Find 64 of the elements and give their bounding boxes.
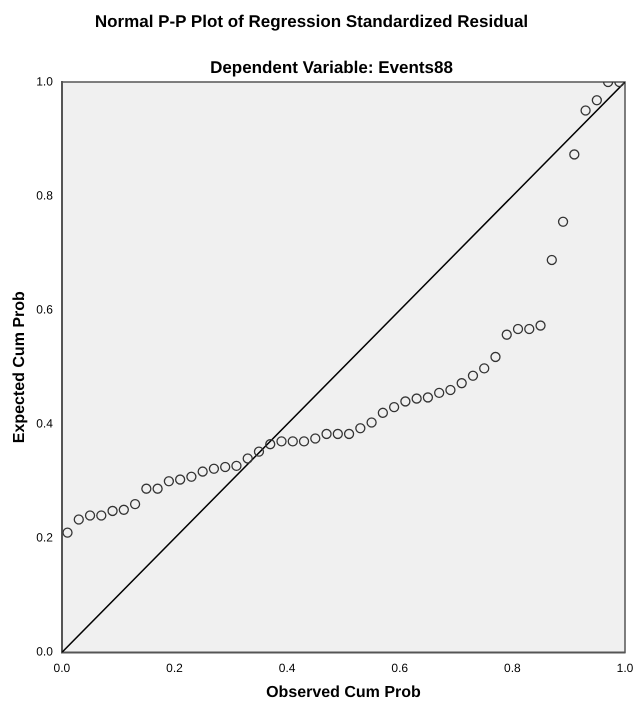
point — [558, 216, 568, 227]
point — [62, 527, 73, 538]
point — [445, 384, 456, 396]
point — [310, 433, 320, 444]
y-tick-label: 0.4 — [36, 416, 54, 431]
point — [152, 484, 163, 494]
point — [231, 460, 242, 472]
x-tick-label: 0.4 — [278, 660, 296, 675]
point — [254, 446, 264, 457]
point — [535, 320, 546, 331]
point — [490, 352, 501, 362]
point — [174, 474, 186, 485]
point — [422, 392, 434, 403]
point — [96, 510, 106, 521]
point — [592, 95, 602, 106]
y-tick-label: 0.0 — [36, 644, 54, 659]
y-axis-title: Expected Cum Prob — [11, 290, 28, 444]
point — [456, 378, 467, 388]
point — [321, 428, 332, 440]
point — [479, 363, 490, 374]
point — [220, 462, 230, 472]
x-axis-title: Observed Cum Prob — [266, 684, 422, 701]
x-tick-label: 0.8 — [504, 660, 522, 675]
chart-title: Normal P-P Plot of Regression Standardized Residual — [94, 12, 530, 32]
point — [141, 484, 152, 494]
point — [242, 453, 253, 464]
point — [288, 436, 298, 446]
point — [569, 149, 580, 160]
point — [411, 393, 422, 404]
point — [468, 370, 478, 381]
point — [107, 506, 118, 516]
y-tick-label: 0.8 — [36, 188, 54, 202]
point — [265, 439, 276, 450]
point — [434, 388, 444, 398]
point — [198, 466, 208, 477]
point — [524, 324, 534, 334]
point — [344, 428, 354, 440]
point — [118, 504, 129, 515]
point — [546, 254, 557, 266]
x-tick-label: 0.0 — [54, 660, 71, 675]
point — [502, 330, 512, 340]
y-tick-label: 1.0 — [36, 74, 54, 88]
point — [512, 324, 524, 334]
y-tick-label: 0.2 — [36, 530, 54, 545]
point — [164, 476, 174, 486]
chart-subtitle: Dependent Variable: Events88 — [210, 58, 453, 77]
x-tick-label: 1.0 — [616, 660, 634, 675]
point — [378, 408, 388, 418]
point — [130, 498, 140, 510]
point — [276, 436, 287, 446]
point — [208, 464, 220, 474]
point — [298, 436, 310, 446]
y-tick-label: 0.6 — [36, 302, 54, 316]
point — [332, 428, 343, 440]
point — [84, 510, 96, 521]
x-tick-label: 0.2 — [166, 660, 184, 675]
point — [580, 105, 591, 116]
point — [74, 514, 84, 525]
point — [388, 402, 400, 412]
point — [186, 472, 197, 482]
point — [366, 417, 377, 428]
point — [400, 396, 411, 407]
x-tick-label: 0.6 — [391, 660, 408, 675]
point — [355, 423, 366, 434]
